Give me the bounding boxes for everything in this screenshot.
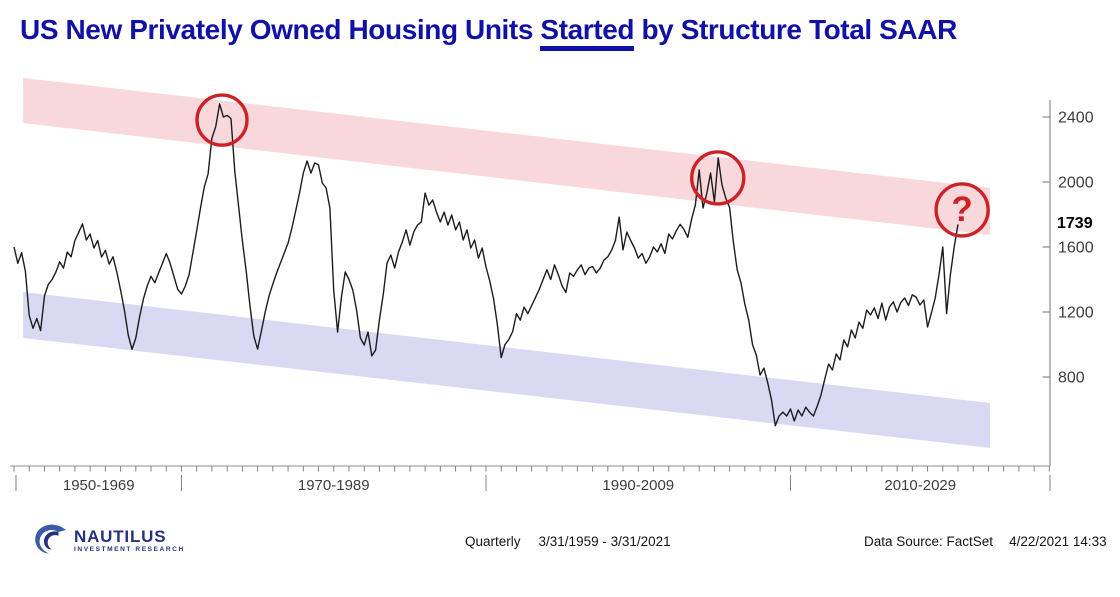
forecast-circle — [934, 182, 990, 238]
title-pre: US New Privately Owned Housing Units — [20, 14, 541, 45]
question-mark-annotation: ? — [951, 190, 972, 229]
title-underlined-word: Started — [540, 14, 634, 51]
y-tick-label: 800 — [1058, 370, 1085, 387]
support-channel-band — [23, 292, 990, 449]
channel-bands — [23, 78, 990, 449]
y-tick-label: 2400 — [1058, 110, 1094, 127]
y-axis: 2400 2000 1600 1200 800 — [1042, 100, 1094, 466]
peak-2005-circle — [690, 150, 746, 206]
annotations: ? — [195, 93, 990, 238]
x-axis-label: 2010-2029 — [884, 477, 956, 494]
x-axis-label: 1990-2009 — [602, 477, 674, 494]
data-source-label: Data Source: FactSet — [864, 534, 994, 549]
footer-source: Data Source: FactSet 4/22/2021 14:33 — [864, 534, 1107, 549]
timestamp-label: 4/22/2021 14:33 — [1009, 534, 1107, 549]
x-axis: 1950-1969 1970-1989 1990-2009 2010-2029 — [10, 465, 1051, 494]
frequency-label: Quarterly — [465, 534, 521, 549]
housing-starts-line — [13, 103, 959, 427]
last-value-label: 1739 — [1057, 215, 1093, 232]
peak-1972-circle — [195, 93, 249, 147]
logo-name: NAUTILUS — [74, 527, 167, 546]
footer-frequency-range: Quarterly 3/31/1959 - 3/31/2021 — [465, 534, 671, 549]
title-post: by Structure Total SAAR — [634, 14, 957, 45]
y-tick-label: 1600 — [1058, 240, 1094, 257]
page-title: US New Privately Owned Housing Units Sta… — [20, 14, 957, 51]
x-axis-label: 1950-1969 — [63, 477, 135, 494]
nautilus-shell-icon — [35, 524, 66, 554]
logo-subtitle: INVESTMENT RESEARCH — [74, 546, 185, 553]
nautilus-logo: NAUTILUS INVESTMENT RESEARCH — [32, 522, 185, 556]
date-range-label: 3/31/1959 - 3/31/2021 — [538, 534, 671, 549]
x-axis-label: 1970-1989 — [298, 477, 370, 494]
y-tick-label: 2000 — [1058, 175, 1094, 192]
resistance-channel-band — [23, 78, 990, 235]
y-tick-label: 1200 — [1058, 305, 1094, 322]
